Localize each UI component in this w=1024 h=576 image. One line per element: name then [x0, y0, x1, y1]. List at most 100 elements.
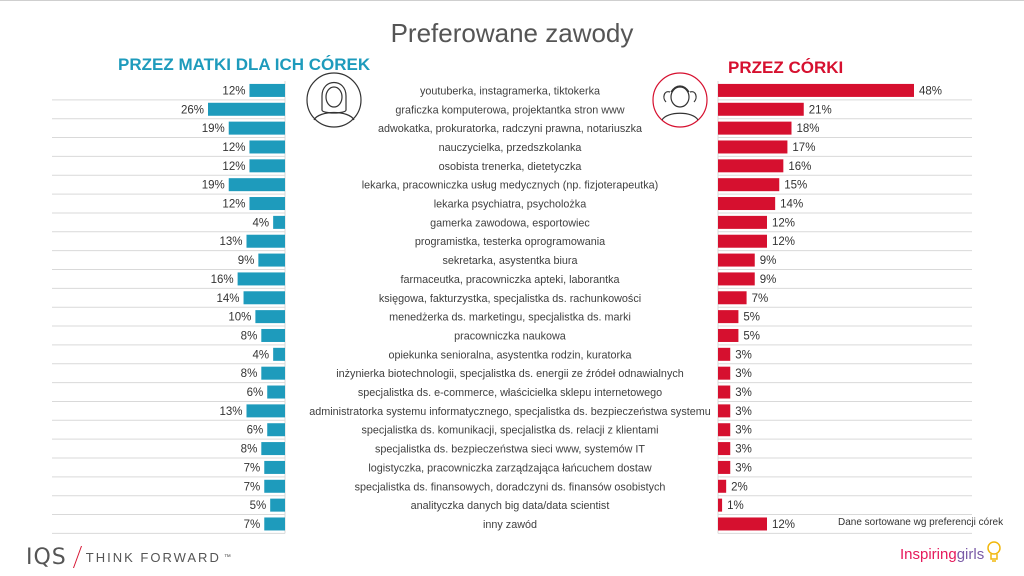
daughters-value-label: 14%	[780, 199, 803, 211]
category-label: lekarka, pracowniczka usług medycznych (…	[362, 180, 658, 192]
daughters-bar	[718, 517, 767, 531]
mothers-bar	[255, 310, 285, 324]
daughters-value-label: 3%	[735, 387, 752, 399]
mothers-bar	[261, 328, 285, 342]
mothers-bar	[264, 479, 285, 493]
mothers-value-label: 14%	[217, 293, 240, 305]
woman-avatar-icon	[306, 72, 362, 128]
mothers-bar	[261, 366, 285, 380]
daughters-value-label: 3%	[735, 368, 752, 380]
daughters-bar	[718, 291, 747, 305]
mothers-value-label: 8%	[241, 330, 258, 342]
mothers-bar	[270, 498, 285, 512]
category-label: logistyczka, pracowniczka zarządzająca ł…	[368, 462, 651, 474]
daughters-bar	[718, 479, 727, 493]
iqs-logo-text: IQS	[26, 544, 67, 570]
mothers-bar	[273, 347, 285, 361]
mothers-bar	[208, 102, 285, 116]
daughters-bar	[718, 347, 731, 361]
grid-lines	[52, 81, 972, 534]
mothers-value-label: 10%	[228, 312, 251, 324]
daughters-value-label: 12%	[772, 519, 795, 531]
iqs-logo: IQS THINK FORWARD ™	[26, 544, 231, 570]
mothers-value-label: 16%	[211, 274, 234, 286]
category-label: pracowniczka naukowa	[454, 330, 566, 342]
category-label: inny zawód	[483, 519, 537, 531]
mothers-value-label: 8%	[241, 368, 258, 380]
daughters-value-label: 2%	[731, 481, 748, 493]
daughters-value-label: 17%	[792, 142, 815, 154]
inspiring-girls-logo: Inspiring girls	[900, 540, 1002, 569]
daughters-value-label: 3%	[735, 425, 752, 437]
daughters-value-label: 3%	[735, 406, 752, 418]
category-label: analityczka danych big data/data scienti…	[411, 500, 610, 512]
daughters-value-label: 5%	[743, 312, 760, 324]
daughters-bar	[718, 404, 731, 418]
daughters-bar	[718, 178, 780, 192]
category-label: specjalistka ds. komunikacji, specjalist…	[361, 425, 658, 437]
mothers-value-label: 5%	[250, 500, 267, 512]
bars	[208, 83, 914, 531]
top-divider	[0, 0, 1024, 1]
daughters-value-label: 12%	[772, 236, 795, 248]
category-label: farmaceutka, pracowniczka apteki, labora…	[400, 274, 619, 286]
mothers-value-label: 13%	[219, 406, 242, 418]
category-label: lekarka psychiatra, psycholożka	[434, 199, 586, 211]
daughters-bar	[718, 460, 731, 474]
sort-note: Dane sortowane wg preferencji córek	[838, 517, 1004, 528]
daughters-series-header: PRZEZ CÓRKI	[728, 58, 844, 77]
daughters-value-label: 48%	[919, 85, 942, 97]
category-label: programistka, testerka oprogramowania	[415, 236, 605, 248]
daughters-bar	[718, 366, 731, 380]
logo-slash	[72, 546, 82, 568]
mothers-value-label: 7%	[244, 519, 261, 531]
category-label: specjalistka ds. finansowych, doradczyni…	[355, 481, 666, 493]
mothers-value-label: 4%	[253, 349, 270, 361]
mothers-bar	[267, 385, 285, 399]
category-label: księgowa, fakturzystka, specjalistka ds.…	[379, 293, 641, 305]
mothers-value-label: 19%	[202, 123, 225, 135]
logo-tagline: THINK FORWARD	[85, 549, 221, 565]
daughters-bar	[718, 272, 755, 286]
category-label: menedżerka ds. marketingu, specjalistka …	[389, 312, 631, 324]
mothers-value-label: 12%	[222, 85, 245, 97]
mothers-value-label: 7%	[244, 462, 261, 474]
daughters-bar	[718, 83, 914, 97]
mothers-bar	[228, 178, 285, 192]
girl-avatar-icon	[652, 72, 708, 128]
mothers-series-header: PRZEZ MATKI DLA ICH CÓREK	[118, 55, 371, 74]
daughters-value-label: 16%	[788, 161, 811, 173]
mothers-value-label: 19%	[202, 180, 225, 192]
logo-part-inspiring: Inspiring	[900, 546, 957, 563]
daughters-value-label: 3%	[735, 349, 752, 361]
mothers-value-label: 12%	[222, 142, 245, 154]
category-label: specjalistka ds. bezpieczeństwa sieci ww…	[375, 444, 645, 456]
mothers-bar	[237, 272, 285, 286]
daughters-value-label: 3%	[735, 462, 752, 474]
daughters-bar	[718, 215, 767, 229]
daughters-bar	[718, 121, 792, 135]
daughters-bar	[718, 385, 731, 399]
category-label: osobista trenerka, dietetyczka	[439, 161, 582, 173]
mothers-value-label: 8%	[241, 444, 258, 456]
mothers-bar	[228, 121, 285, 135]
mothers-bar	[249, 197, 285, 211]
mothers-bar	[243, 291, 285, 305]
lightbulb-icon	[986, 540, 1002, 569]
daughters-value-label: 12%	[772, 217, 795, 229]
mothers-bar	[246, 234, 285, 248]
category-label: inżynierka biotechnologii, specjalistka …	[336, 368, 684, 380]
daughters-bar	[718, 102, 804, 116]
daughters-bar	[718, 234, 767, 248]
daughters-bar	[718, 310, 739, 324]
daughters-bar	[718, 423, 731, 437]
mothers-bar	[249, 140, 285, 154]
mothers-bar	[249, 83, 285, 97]
mothers-value-label: 9%	[238, 255, 255, 267]
daughters-value-label: 21%	[809, 104, 832, 116]
category-label: specjalistka ds. e-commerce, właścicielk…	[358, 387, 662, 399]
daughters-bar	[718, 328, 739, 342]
daughters-bar	[718, 159, 784, 173]
mothers-value-label: 26%	[181, 104, 204, 116]
category-label: gamerka zawodowa, esportowiec	[430, 217, 590, 229]
